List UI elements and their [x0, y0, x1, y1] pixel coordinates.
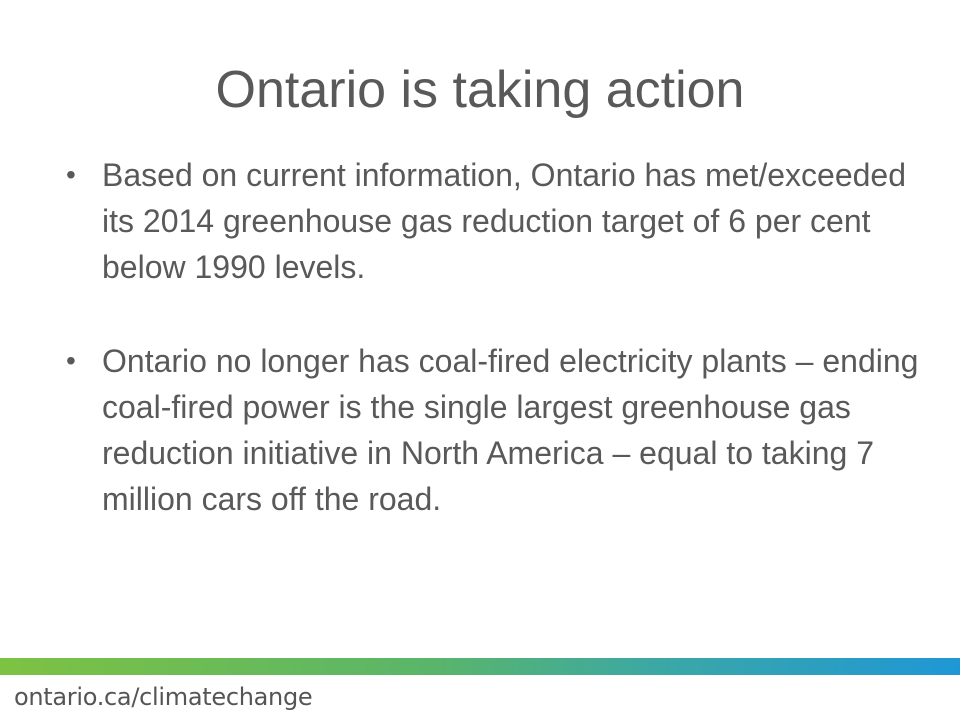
slide-title: Ontario is taking action — [215, 61, 745, 119]
footer-gradient-bar — [0, 658, 960, 675]
bullet-text: Ontario no longer has coal-fired electri… — [102, 343, 919, 517]
bullet-list: • Based on current information, Ontario … — [66, 152, 936, 522]
bullet-marker: • — [66, 345, 76, 376]
bullet-item: • Based on current information, Ontario … — [66, 152, 936, 290]
bullet-text: Based on current information, Ontario ha… — [102, 157, 906, 285]
bullet-item: • Ontario no longer has coal-fired elect… — [66, 338, 936, 522]
bullet-marker: • — [66, 159, 76, 190]
footer-url: ontario.ca/climatechange — [14, 683, 313, 711]
